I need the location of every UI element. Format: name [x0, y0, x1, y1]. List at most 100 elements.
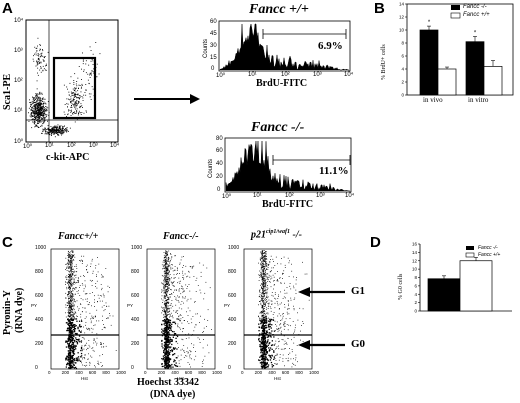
panel-c-label: C	[2, 234, 13, 251]
hist-bottom-ytick: 60	[216, 148, 223, 154]
hist-top-xtick: 10¹	[248, 72, 257, 78]
panel-b-xtick-invitro: in vitro	[468, 96, 489, 104]
hist-bottom-ytick: 40	[216, 161, 223, 167]
ytick-label: 4	[401, 67, 404, 72]
panel-c-axis-py: PY	[224, 303, 231, 308]
panel-c-ytick: 400	[131, 317, 140, 323]
panel-c-xtick: 800	[295, 370, 303, 375]
panel-d-label: D	[370, 234, 381, 251]
panel-c-gate-g0: G0	[351, 338, 366, 350]
ytick-label: 0	[401, 93, 404, 98]
hist-bottom-xtick: 10⁴	[345, 193, 355, 199]
dotplot-ytick-1: 10¹	[14, 108, 23, 114]
ytick-label: 8	[414, 275, 417, 280]
dotplot-xtick-0: 10⁰	[23, 144, 33, 150]
panel-c-ytick: 400	[35, 317, 44, 323]
dotplot-ytick-2: 10²	[14, 78, 23, 84]
panel-d-legend-ko: Fancc -/-	[478, 245, 498, 251]
hist-top-xlabel: BrdU-FITC	[256, 78, 308, 89]
dotplot-xtick-1: 10¹	[45, 143, 54, 149]
panel-c-ytick: 600	[35, 293, 44, 299]
panel-c-ytick: 200	[228, 341, 237, 347]
panel-c-ytick: 400	[228, 317, 237, 323]
panel-c-xtick: 800	[102, 370, 110, 375]
hist-top-xtick: 10⁰	[216, 73, 226, 79]
panel-c-xtick: 200	[254, 370, 263, 375]
hist-bottom-xtick: 10²	[285, 193, 294, 199]
ytick-label: 6	[414, 283, 417, 288]
hist-bottom-xtick: 10³	[316, 193, 325, 199]
panel-c-axis-hst: Hst	[81, 376, 88, 381]
hist-top-xtick: 10²	[281, 72, 290, 78]
panel-c-title-p21-suffix: -/-	[290, 229, 302, 241]
dotplot-ytick-4: 10⁴	[14, 18, 24, 24]
ytick-label: 2	[401, 80, 404, 85]
legend-swatch-fancc-ko	[451, 5, 460, 10]
panel-c-xlabel-2: (DNA dye)	[150, 389, 196, 400]
panel-c-xtick: 1000	[116, 370, 127, 375]
ytick-label: 14	[412, 250, 418, 255]
panel-c-axis-hst: Hst	[177, 376, 184, 381]
ytick-label: 10	[399, 28, 405, 33]
dotplot-xtick-2: 10²	[67, 143, 76, 149]
panel-c-xtick: 600	[88, 370, 97, 375]
hist-bottom-xlabel: BrdU-FITC	[262, 199, 314, 210]
panel-c-title-wt: Fancc+/+	[58, 231, 99, 242]
panel-c-ytick: 200	[131, 341, 140, 347]
ytick-label: 0	[414, 309, 417, 314]
panel-c-xtick: 0	[48, 370, 51, 375]
panel-d-legend-wt: Fancc +/+	[478, 252, 501, 258]
ytick-label: 8	[401, 41, 404, 46]
panel-c-ytick: 1000	[131, 245, 143, 251]
legend-swatch-fancc-ko	[466, 246, 474, 250]
ytick-label: 12	[412, 258, 418, 263]
panel-b-legend-ko: Fancc -/-	[463, 4, 487, 10]
ytick-label: 6	[401, 54, 404, 59]
hist-bottom-title: Fancc -/-	[251, 120, 305, 135]
panel-c-axis-py: PY	[127, 303, 134, 308]
panel-c-xtick: 400	[171, 370, 179, 375]
arrow-g1-icon	[298, 287, 345, 297]
hist-top-ytick: 0	[211, 66, 215, 72]
hist-top-title: Fancc +/+	[249, 2, 309, 17]
panel-c-title-p21: p21cip1/waf1 -/-	[251, 229, 302, 240]
hist-top-ytick: 60	[210, 19, 217, 25]
hist-top-ytick: 15	[210, 55, 217, 61]
panel-c-ytick: 600	[131, 293, 140, 299]
panel-c-gate-g1: G1	[351, 285, 366, 297]
panel-c-ytick: 1000	[228, 245, 240, 251]
panel-c-xtick: 200	[157, 370, 166, 375]
panel-c-xtick: 800	[198, 370, 206, 375]
panel-c-xtick: 600	[281, 370, 290, 375]
panel-c-title-p21-sup: cip1/waf1	[266, 229, 290, 235]
dotplot-xtick-4: 10⁴	[110, 143, 120, 149]
panel-c-ytick: 200	[35, 341, 44, 347]
legend-swatch-fancc-wt	[450, 12, 461, 19]
hist-top-percent: 6.9%	[318, 40, 343, 52]
panel-c-xtick: 0	[241, 370, 244, 375]
hist-bottom-percent: 11.1%	[319, 165, 349, 177]
dotplot-xtick-3: 10³	[89, 143, 98, 149]
panel-c-xlabel-1: Hoechst 33342	[137, 377, 199, 388]
panel-c-xtick: 400	[268, 370, 276, 375]
dotplot-ytick-3: 10³	[14, 48, 23, 54]
arrow-g0-icon	[298, 340, 345, 350]
hist-top-ytick: 45	[210, 31, 217, 37]
hist-bottom-ytick: 0	[217, 187, 221, 193]
panel-c-axis-py: PY	[31, 303, 38, 308]
panel-c-ytick: 1000	[35, 245, 47, 251]
hist-top-ytick: 30	[210, 43, 217, 49]
ytick-label: 4	[414, 292, 417, 297]
panel-b-xtick-invivo: in vivo	[423, 96, 443, 104]
panel-c-xtick: 0	[144, 370, 147, 375]
hist-top-xtick: 10⁴	[344, 72, 354, 78]
panel-c-ytick: 800	[35, 269, 44, 275]
